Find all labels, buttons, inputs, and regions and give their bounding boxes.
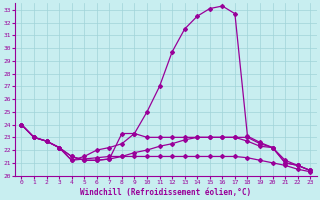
X-axis label: Windchill (Refroidissement éolien,°C): Windchill (Refroidissement éolien,°C) xyxy=(80,188,252,197)
